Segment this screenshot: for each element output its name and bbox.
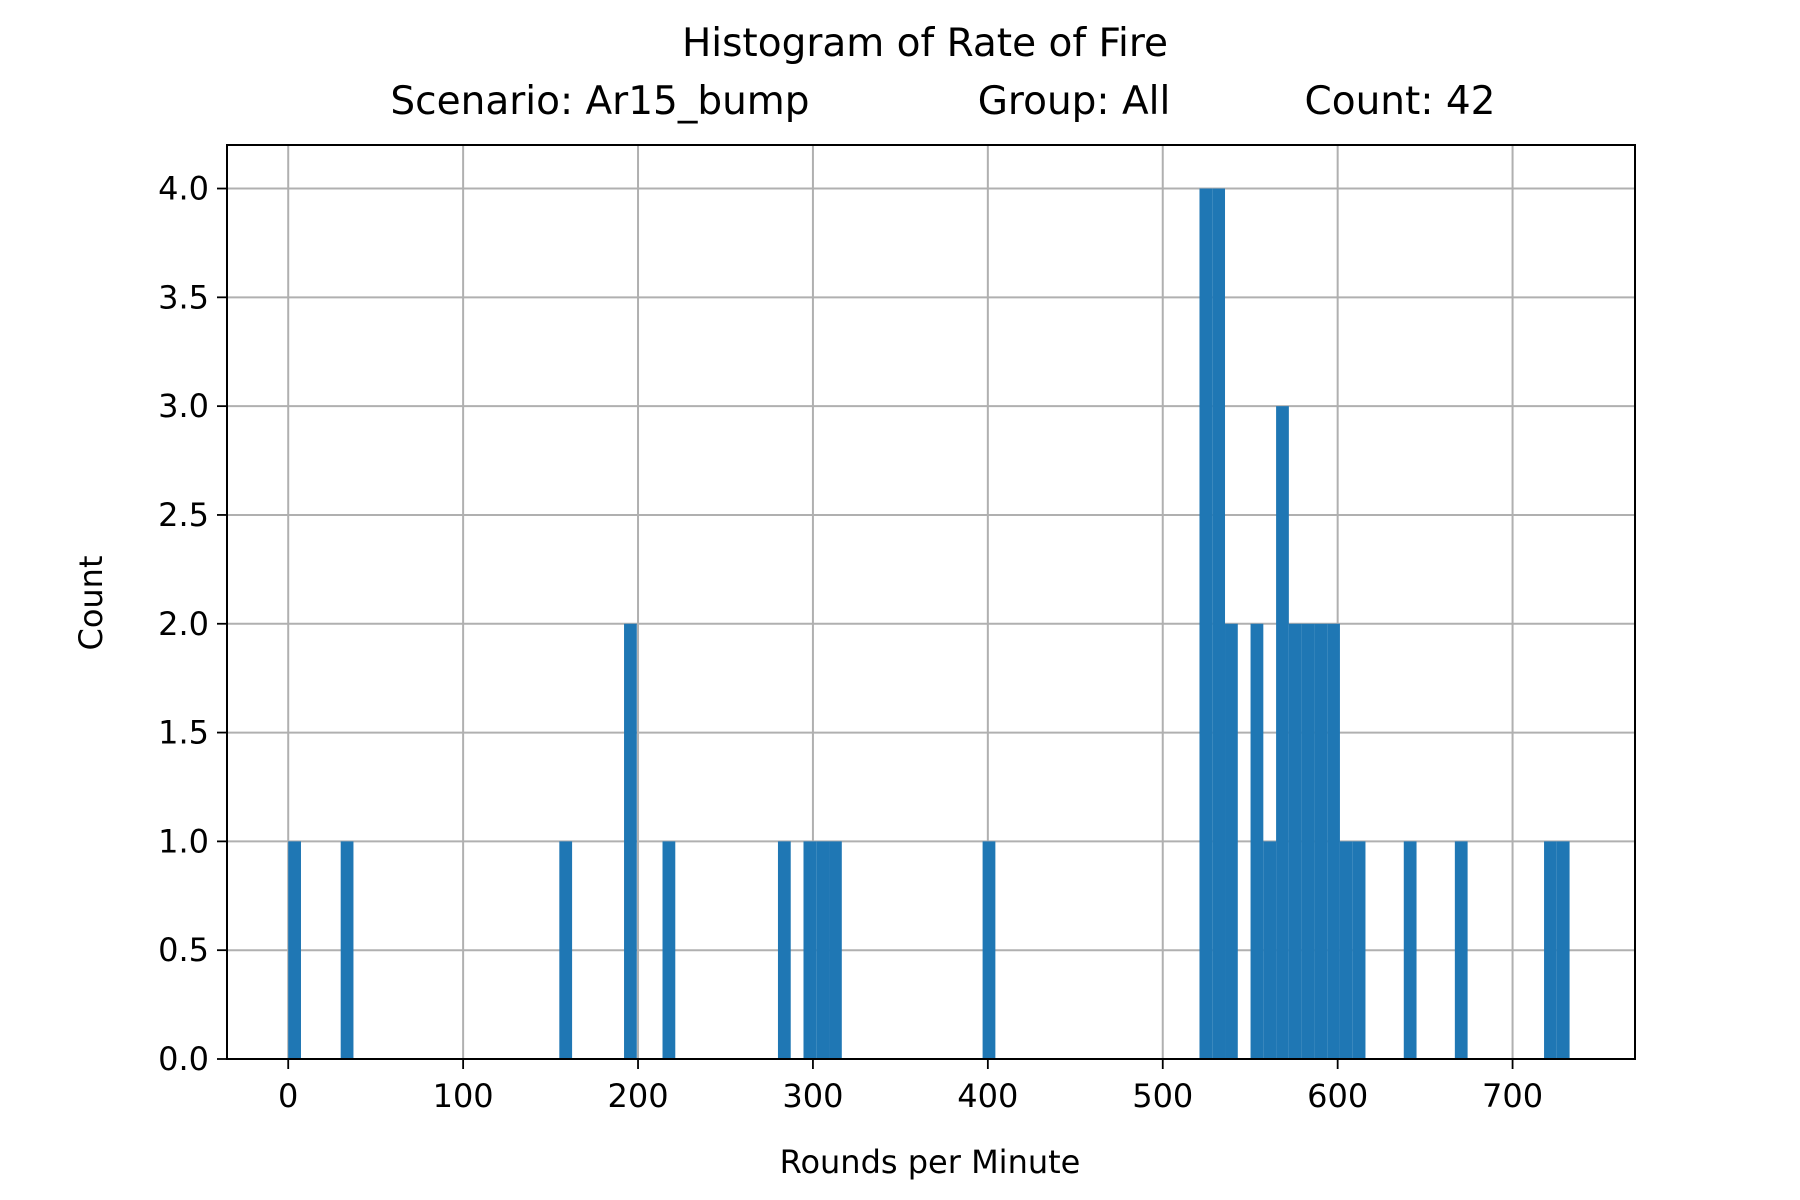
histogram-bar-2: [559, 841, 573, 1059]
grid-lines: [227, 145, 1635, 1060]
chart-subtitle-scenario: Scenario: Ar15_bump: [390, 79, 809, 124]
histogram-bar-0: [288, 841, 301, 1059]
x-tick-label-4: 400: [957, 1077, 1018, 1115]
histogram-bar-18: [1314, 623, 1328, 1059]
y-tick-label-2: 1.0: [158, 822, 209, 860]
histogram-bar-9: [982, 841, 996, 1059]
y-tick-label-1: 0.5: [158, 931, 209, 969]
y-tick-label-5: 2.5: [158, 496, 209, 534]
y-axis-label: Count: [72, 555, 110, 650]
histogram-bar-17: [1301, 623, 1315, 1059]
histogram-bar-10: [1199, 188, 1213, 1059]
x-axis-ticks: 0 100 200 300 400 500 600 700: [278, 1059, 1543, 1115]
histogram-bar-21: [1352, 841, 1366, 1059]
histogram-bar-25: [1556, 841, 1570, 1059]
y-tick-label-6: 3.0: [158, 387, 209, 425]
histogram-bar-14: [1263, 841, 1277, 1059]
histogram-bar-22: [1403, 841, 1417, 1059]
histogram-bar-16: [1288, 623, 1302, 1059]
histogram-bar-24: [1544, 841, 1557, 1059]
histogram-bars: [288, 188, 1570, 1060]
histogram-bar-19: [1327, 623, 1340, 1059]
y-tick-label-8: 4.0: [158, 170, 209, 208]
histogram-bar-13: [1250, 623, 1264, 1059]
y-tick-label-7: 3.5: [158, 278, 209, 316]
histogram-bar-4: [662, 841, 676, 1059]
y-tick-label-3: 1.5: [158, 714, 209, 752]
x-tick-label-2: 200: [607, 1077, 668, 1115]
histogram-bar-3: [624, 623, 637, 1059]
histogram-bar-11: [1212, 188, 1226, 1059]
histogram-bar-5: [777, 841, 791, 1059]
x-tick-label-7: 700: [1482, 1077, 1543, 1115]
plot-frame: [226, 144, 1636, 1060]
histogram-bar-23: [1454, 841, 1468, 1059]
histogram-bar-8: [829, 841, 842, 1059]
chart-subtitle-count: Count: 42: [1305, 79, 1496, 124]
histogram-bar-7: [816, 841, 830, 1059]
x-tick-label-1: 100: [433, 1077, 494, 1115]
histogram-bar-12: [1225, 623, 1238, 1059]
chart-title: Histogram of Rate of Fire: [682, 21, 1168, 66]
x-tick-label-6: 600: [1307, 1077, 1368, 1115]
histogram-bar-15: [1276, 406, 1289, 1060]
histogram-bar-6: [803, 841, 817, 1059]
x-axis-label: Rounds per Minute: [780, 1143, 1081, 1181]
y-tick-label-0: 0.0: [158, 1040, 209, 1078]
y-tick-label-4: 2.0: [158, 605, 209, 643]
x-tick-label-0: 0: [278, 1077, 298, 1115]
chart-subtitle-group: Group: All: [978, 79, 1171, 124]
x-tick-label-3: 300: [782, 1077, 843, 1115]
x-tick-label-5: 500: [1132, 1077, 1193, 1115]
histogram-bar-20: [1339, 841, 1353, 1059]
y-axis-ticks: 0.0 0.5 1.0 1.5 2.0 2.5 3.0 3.5 4.0: [158, 170, 227, 1078]
histogram-bar-1: [340, 841, 354, 1059]
